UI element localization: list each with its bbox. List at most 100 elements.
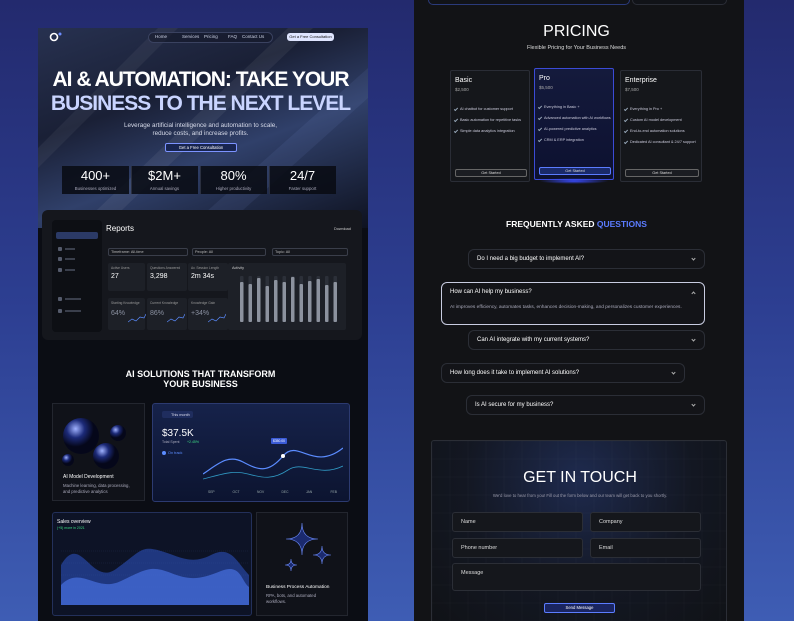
chevron bbox=[691, 291, 696, 296]
feature-text: Dedicated AI consultant & 24/7 support bbox=[630, 140, 696, 144]
plan-cta[interactable]: Get Started bbox=[625, 169, 699, 177]
knowledge-card bbox=[147, 298, 187, 330]
nav-link[interactable]: Home bbox=[155, 34, 168, 39]
feature-text: Everything in Pro + bbox=[630, 107, 663, 111]
nav-link[interactable]: Pricing bbox=[204, 34, 218, 39]
faq-item[interactable]: Is AI secure for my business? bbox=[466, 395, 705, 415]
reports-title: Reports bbox=[106, 224, 135, 233]
filter-label: Timeframe: All-time bbox=[111, 250, 144, 254]
spend-line-secondary bbox=[203, 465, 343, 480]
sidebar-icon bbox=[58, 247, 62, 251]
plan-feature: Everything in Basic + bbox=[537, 104, 611, 110]
feature-text: Everything in Basic + bbox=[544, 105, 580, 109]
feature-text: AI chatbot for customer support bbox=[460, 107, 513, 111]
feature-text: CRM & ERP integration bbox=[544, 138, 584, 142]
pricing-card: Basic $2,500 AI chatbot for customer suppo… bbox=[450, 70, 530, 182]
faq-item[interactable]: Can AI integrate with my current systems… bbox=[468, 330, 705, 350]
month-label: DEC bbox=[281, 490, 289, 494]
reports-download[interactable]: Download bbox=[334, 227, 351, 231]
plan-cta[interactable]: Get Started bbox=[455, 169, 527, 177]
pricing-title: PRICING bbox=[543, 23, 610, 40]
form-field[interactable]: Phone number bbox=[452, 538, 583, 558]
stat-value: $2M+ bbox=[148, 168, 181, 183]
metric-card bbox=[147, 263, 187, 291]
form-field[interactable]: Email bbox=[590, 538, 701, 558]
hero-cta[interactable]: Get a Free Consultation bbox=[165, 143, 237, 152]
feature-text: Basic automation for repetitive tasks bbox=[460, 118, 521, 122]
form-field[interactable]: Message bbox=[452, 563, 701, 591]
faq-answer: AI improves efficiency, automates tasks,… bbox=[450, 305, 682, 310]
faq-item[interactable]: Do I need a big budget to implement AI? bbox=[468, 249, 705, 269]
activity-bar bbox=[257, 278, 261, 322]
sidebar-line bbox=[65, 258, 75, 260]
sparkline bbox=[167, 313, 185, 323]
metric-value: 27 bbox=[111, 273, 119, 280]
plan-name: Pro bbox=[539, 75, 550, 82]
spend-chart bbox=[203, 447, 343, 480]
faq-item[interactable]: How can AI help my business? AI improves … bbox=[441, 282, 705, 325]
field-label: Company bbox=[599, 519, 623, 525]
logo-dot bbox=[58, 32, 62, 36]
form-field[interactable]: Company bbox=[590, 512, 701, 532]
pricing-subtitle: Flexible Pricing for Your Business Needs bbox=[526, 45, 627, 51]
nav-pill bbox=[148, 32, 273, 43]
hero-title: AI & AUTOMATION: TAKE YOUR bbox=[52, 68, 350, 91]
filter-select[interactable]: People: All bbox=[192, 248, 266, 256]
metric-value: 3,298 bbox=[150, 273, 168, 280]
contact-title: GET IN TOUCH bbox=[523, 469, 637, 486]
contact-subtitle: We'd love to hear from you! Fill out the… bbox=[492, 493, 668, 498]
nav-link[interactable]: Services bbox=[182, 34, 200, 39]
landing-right: PRICING Flexible Pricing for Your Busines… bbox=[414, 0, 744, 621]
chevron bbox=[691, 337, 696, 342]
feature-text: Advanced automation with AI workflows bbox=[544, 116, 611, 120]
blob bbox=[63, 418, 99, 454]
model-text: Machine learning, data processing, and p… bbox=[63, 483, 130, 494]
metric-card bbox=[108, 263, 145, 291]
nav-link[interactable]: FAQ bbox=[228, 34, 238, 39]
knowledge-card bbox=[108, 298, 145, 330]
sidebar-line bbox=[65, 269, 75, 271]
activity-bar bbox=[308, 281, 312, 322]
faq-question: Is AI secure for my business? bbox=[475, 402, 554, 408]
chevron bbox=[691, 256, 696, 261]
knowledge-card bbox=[188, 298, 228, 330]
form-field[interactable]: Name bbox=[452, 512, 583, 532]
faq-item[interactable]: How long does it take to implement AI so… bbox=[441, 363, 685, 383]
activity-bar bbox=[299, 284, 303, 322]
stat-value: 400+ bbox=[80, 168, 111, 183]
spend-point bbox=[281, 454, 285, 458]
activity-label: Activity bbox=[232, 266, 245, 270]
activity-bar bbox=[265, 286, 269, 322]
stat-card bbox=[200, 166, 267, 194]
sidebar-icon bbox=[58, 257, 62, 261]
send-button[interactable]: Send Message bbox=[544, 603, 615, 613]
sidebar-line bbox=[65, 248, 75, 250]
check-icon bbox=[623, 128, 629, 134]
knowledge-sparkline bbox=[208, 313, 226, 323]
filter-select[interactable]: Topic: All bbox=[272, 248, 348, 256]
plan-price: $5,500 bbox=[539, 85, 553, 90]
spend-card: This month $37.5K Total Spent +2.45% On trac… bbox=[152, 403, 350, 502]
automation-text: RPA, bots, and automated workflows. bbox=[266, 593, 317, 604]
plan-cta[interactable]: Get Started bbox=[539, 167, 611, 175]
month-label: OCT bbox=[232, 490, 240, 494]
check-icon bbox=[453, 117, 459, 123]
filter-label: People: All bbox=[195, 250, 213, 254]
knowledge-label: Starting Knowledge bbox=[111, 301, 140, 305]
hero-title-accent: BUSINESS TO THE NEXT LEVEL bbox=[50, 92, 351, 115]
hero-subtitle: Leverage artificial intelligence and aut… bbox=[124, 122, 277, 137]
blob bbox=[93, 443, 119, 469]
filter-select[interactable]: Timeframe: All-time bbox=[108, 248, 188, 256]
logo-ring bbox=[49, 32, 59, 42]
sidebar-line bbox=[65, 298, 81, 300]
logo bbox=[49, 32, 62, 42]
faq-question: Do I need a big budget to implement AI? bbox=[477, 256, 585, 262]
nav-link[interactable]: Contact Us bbox=[242, 34, 265, 39]
activity-bar bbox=[240, 282, 244, 322]
activity-bar bbox=[316, 279, 320, 322]
nav-cta[interactable]: Get a Free Consultation bbox=[287, 33, 334, 41]
month-label: JAN bbox=[306, 490, 313, 494]
stripe bbox=[38, 28, 178, 168]
knowledge-label: Knowledge Gain bbox=[191, 301, 216, 305]
